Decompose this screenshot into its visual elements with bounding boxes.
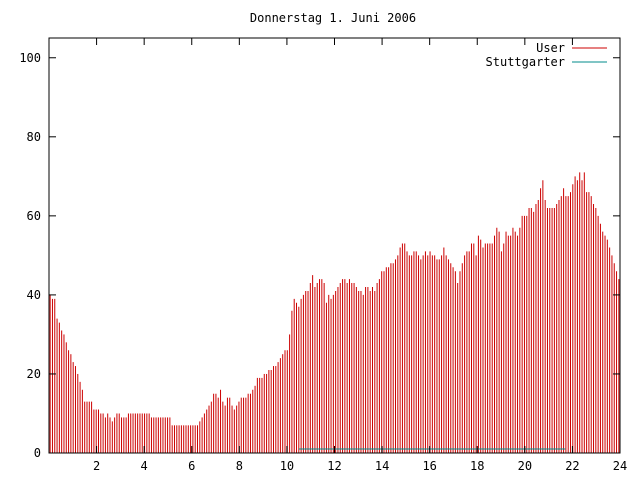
x-tick-label: 2 <box>93 459 100 473</box>
y-tick-label: 80 <box>27 130 41 144</box>
legend-label-stuttgarter: Stuttgarter <box>486 55 565 69</box>
y-axis-ticks: 0 20 40 60 80 100 <box>19 51 620 460</box>
plot-frame <box>48 37 621 454</box>
x-tick-label: 14 <box>375 459 389 473</box>
x-tick-label: 4 <box>141 459 148 473</box>
x-axis-ticks: 2 4 6 8 10 12 14 16 18 20 22 24 <box>93 38 627 473</box>
x-tick-label: 12 <box>327 459 341 473</box>
y-tick-label: 100 <box>19 51 41 65</box>
x-tick-label: 8 <box>236 459 243 473</box>
user-series-bars <box>49 172 620 453</box>
chart-title: Donnerstag 1. Juni 2006 <box>250 11 416 25</box>
y-tick-label: 60 <box>27 209 41 223</box>
legend-label-user: User <box>536 41 565 55</box>
x-tick-label: 18 <box>470 459 484 473</box>
x-tick-label: 10 <box>280 459 294 473</box>
y-tick-label: 20 <box>27 367 41 381</box>
x-tick-label: 24 <box>613 459 627 473</box>
x-tick-label: 20 <box>518 459 532 473</box>
y-tick-label: 0 <box>34 446 41 460</box>
x-tick-label: 6 <box>188 459 195 473</box>
x-tick-label: 22 <box>565 459 579 473</box>
y-tick-label: 40 <box>27 288 41 302</box>
x-tick-label: 16 <box>422 459 436 473</box>
legend: User Stuttgarter <box>486 41 607 69</box>
